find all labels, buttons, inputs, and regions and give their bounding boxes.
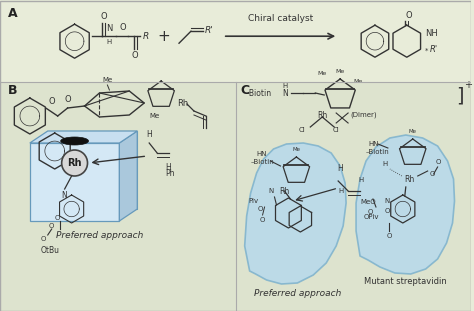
Text: R: R (143, 32, 149, 41)
Bar (0, 82, 472, 311)
Text: H: H (358, 177, 363, 183)
Text: Me: Me (354, 79, 363, 84)
Polygon shape (119, 131, 137, 221)
Text: O: O (55, 215, 60, 221)
Text: HN: HN (368, 141, 379, 147)
Polygon shape (48, 131, 137, 209)
Text: O: O (436, 159, 441, 165)
Text: *: * (425, 48, 428, 54)
Text: N: N (268, 188, 273, 194)
Polygon shape (30, 131, 137, 143)
Text: O: O (49, 223, 55, 229)
Bar (0, 0, 472, 82)
Text: O: O (367, 209, 373, 215)
Text: N: N (283, 89, 288, 98)
Text: O: O (405, 11, 412, 20)
Text: –Biotin: –Biotin (251, 159, 274, 165)
Text: H: H (339, 188, 344, 194)
Text: –Biotin: –Biotin (246, 89, 272, 98)
Text: N: N (61, 191, 66, 200)
Text: Rh: Rh (177, 100, 188, 109)
Text: NH: NH (425, 29, 438, 38)
Text: –Biotin: –Biotin (366, 149, 390, 155)
Text: ]: ] (456, 86, 463, 105)
Text: Me: Me (318, 71, 327, 76)
Text: O: O (100, 12, 107, 21)
Text: Cl: Cl (333, 127, 339, 133)
Text: H: H (382, 161, 388, 167)
Text: H: H (165, 163, 171, 172)
Text: O: O (260, 217, 265, 223)
Text: HN: HN (256, 151, 267, 157)
Text: OtBu: OtBu (40, 246, 59, 255)
Text: O: O (64, 95, 71, 104)
Text: B: B (8, 84, 18, 97)
Text: H: H (146, 130, 152, 139)
Text: Rh: Rh (279, 187, 290, 196)
Text: Me: Me (149, 113, 159, 119)
Text: O: O (386, 233, 392, 239)
Text: O: O (429, 171, 435, 177)
Text: O: O (132, 51, 138, 60)
Text: R': R' (429, 45, 438, 54)
Text: O: O (384, 208, 390, 214)
Text: +: + (465, 80, 473, 90)
Text: O: O (258, 206, 263, 212)
Text: Me: Me (102, 77, 112, 83)
Text: N: N (384, 198, 390, 204)
Text: Ph: Ph (165, 169, 174, 178)
Text: Mutant streptavidin: Mutant streptavidin (365, 277, 447, 286)
Polygon shape (356, 135, 455, 274)
Circle shape (62, 150, 88, 176)
Text: Me: Me (336, 69, 345, 74)
Text: H: H (283, 83, 288, 89)
Text: C: C (241, 84, 250, 97)
Text: R': R' (205, 26, 214, 35)
Text: Me: Me (292, 147, 301, 152)
Ellipse shape (61, 137, 89, 145)
Bar (30, 143, 119, 221)
Text: +: + (158, 29, 171, 44)
Text: Cl: Cl (299, 127, 306, 133)
Text: Rh: Rh (405, 174, 415, 183)
Text: Chiral catalyst: Chiral catalyst (248, 14, 313, 23)
Text: O: O (119, 23, 126, 32)
Text: (Dimer): (Dimer) (350, 112, 377, 118)
Text: H: H (107, 39, 112, 45)
Text: OPiv: OPiv (364, 214, 379, 220)
Text: MeO: MeO (360, 199, 376, 205)
Text: N: N (106, 24, 113, 33)
Text: Piv: Piv (248, 198, 259, 204)
Text: O: O (41, 236, 46, 242)
Text: A: A (8, 7, 18, 20)
Text: Me: Me (409, 129, 417, 134)
Text: O: O (48, 97, 55, 106)
Text: Rh: Rh (67, 158, 82, 168)
Text: Preferred approach: Preferred approach (254, 289, 341, 298)
Text: Preferred approach: Preferred approach (56, 231, 143, 240)
Polygon shape (245, 143, 346, 284)
Text: H: H (337, 164, 343, 173)
Text: Rh: Rh (317, 111, 328, 120)
